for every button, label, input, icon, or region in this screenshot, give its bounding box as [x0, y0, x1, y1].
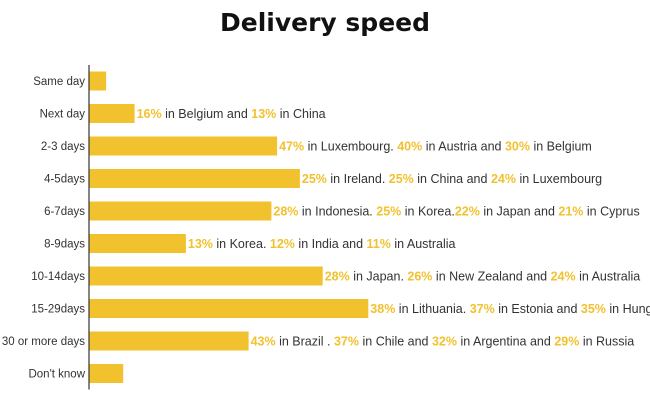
annotation-value: 30%: [505, 140, 530, 154]
bar: [89, 299, 369, 318]
annotation-text: in Chile and: [359, 335, 432, 349]
bar-annotation: 13% in Korea. 12% in India and 11% in Au…: [188, 237, 456, 251]
annotation-value: 28%: [325, 270, 350, 284]
annotation-text: in Austria and: [422, 140, 505, 154]
bar: [89, 201, 272, 221]
bar: [89, 71, 107, 91]
annotation-text: in Argentina and: [457, 335, 554, 349]
annotation-value: 25%: [302, 172, 327, 186]
bar: [89, 104, 135, 123]
annotation-text: in Indonesia.: [298, 205, 376, 219]
annotation-text: in Lithuania.: [395, 302, 469, 316]
annotation-value: 13%: [188, 237, 213, 251]
annotation-value: 11%: [367, 237, 391, 251]
category-label: 6-7days: [44, 206, 85, 218]
annotation-text: in Korea.: [401, 205, 455, 219]
annotation-value: 37%: [470, 302, 495, 316]
annotation-text: in New Zealand and: [432, 270, 550, 284]
annotation-text: in Belgium: [530, 140, 592, 154]
bar-annotation: 28% in Indonesia. 25% in Korea.22% in Ja…: [273, 205, 639, 219]
annotation-value: 13%: [251, 107, 276, 121]
annotation-text: in Australia: [391, 237, 456, 251]
bar-annotation: 28% in Japan. 26% in New Zealand and 24%…: [325, 270, 641, 284]
annotation-value: 24%: [491, 172, 516, 186]
annotation-text: in Luxembourg: [516, 172, 602, 186]
annotation-value: 35%: [581, 302, 606, 316]
category-label: Don't know: [28, 369, 85, 381]
category-label: 15-29days: [31, 304, 85, 316]
annotation-text: in China and: [414, 172, 491, 186]
category-label: Next day: [40, 109, 86, 121]
annotation-value: 40%: [397, 140, 422, 154]
annotation-text: in Brazil .: [276, 335, 334, 349]
annotation-value: 22%: [455, 205, 480, 219]
annotation-text: in Estonia and: [495, 302, 581, 316]
annotation-text: in Luxembourg.: [304, 140, 397, 154]
annotation-value: 32%: [432, 335, 457, 349]
bar-annotation: 16% in Belgium and 13% in China: [137, 107, 326, 121]
annotation-text: in Ireland.: [327, 172, 389, 186]
bar-annotation: 25% in Ireland. 25% in China and 24% in …: [302, 172, 602, 186]
bar-annotation: 38% in Lithuania. 37% in Estonia and 35%…: [370, 302, 650, 316]
annotation-text: in India and: [295, 237, 367, 251]
annotation-value: 16%: [137, 107, 162, 121]
annotation-text: in Korea.: [213, 237, 270, 251]
annotation-value: 37%: [334, 335, 359, 349]
category-label: 2-3 days: [41, 141, 85, 153]
annotation-text: in Russia: [579, 335, 634, 349]
annotation-text: in Belgium and: [162, 107, 252, 121]
bar: [89, 331, 249, 351]
category-label: 30 or more days: [2, 336, 85, 348]
annotation-value: 26%: [407, 270, 432, 284]
bar-annotation: 47% in Luxembourg. 40% in Austria and 30…: [279, 140, 592, 154]
category-label: 8-9days: [44, 239, 85, 251]
bar: [89, 364, 124, 383]
category-label: Same day: [33, 76, 85, 88]
annotation-text: in Hungary: [606, 302, 650, 316]
bar: [89, 234, 186, 253]
annotation-value: 12%: [270, 237, 295, 251]
bar: [89, 266, 323, 286]
annotation-value: 43%: [251, 335, 276, 349]
annotation-value: 28%: [273, 205, 298, 219]
annotation-value: 29%: [554, 335, 579, 349]
annotation-text: in China: [276, 107, 325, 121]
annotation-value: 47%: [279, 140, 304, 154]
category-label: 4-5days: [44, 174, 85, 186]
chart-title: Delivery speed: [219, 8, 430, 37]
annotation-value: 38%: [370, 302, 395, 316]
annotation-value: 25%: [376, 205, 401, 219]
annotation-text: in Japan and: [480, 205, 559, 219]
annotation-text: in Cyprus: [583, 205, 639, 219]
bar-annotation: 43% in Brazil . 37% in Chile and 32% in …: [251, 335, 635, 349]
category-label: 10-14days: [31, 271, 85, 283]
annotation-value: 24%: [551, 270, 576, 284]
annotation-value: 21%: [558, 205, 583, 219]
bar: [89, 169, 300, 188]
annotation-text: in Australia: [576, 270, 641, 284]
annotation-text: in Japan.: [350, 270, 408, 284]
bar: [89, 136, 278, 156]
annotation-value: 25%: [389, 172, 414, 186]
